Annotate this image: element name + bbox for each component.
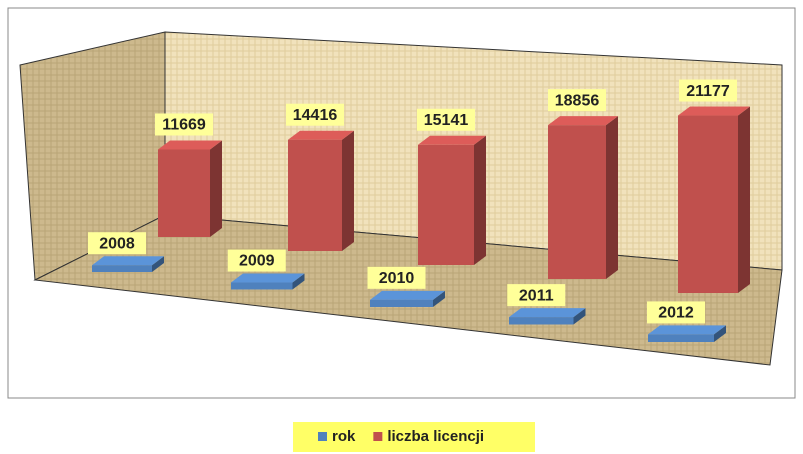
data-label-box	[507, 284, 566, 307]
data-label: 2010	[379, 270, 415, 287]
data-label-box	[286, 103, 344, 126]
bar-side	[606, 116, 618, 279]
data-label-box	[88, 232, 146, 255]
bar	[678, 115, 738, 293]
data-label-box	[367, 266, 426, 289]
bar-side	[573, 308, 586, 325]
legend: rok liczba licencji	[318, 428, 484, 445]
bar	[548, 125, 606, 279]
bar	[509, 317, 574, 325]
bar	[418, 144, 474, 265]
data-label: 11669	[162, 117, 206, 134]
data-label-box	[417, 108, 475, 131]
data-label: 2009	[239, 253, 275, 270]
bar	[648, 334, 714, 342]
bar-side	[152, 256, 164, 272]
bar-top	[370, 290, 445, 300]
bar-top	[158, 140, 222, 150]
bar-side	[433, 290, 445, 307]
bar-top	[418, 135, 486, 145]
data-label: 18856	[555, 92, 600, 109]
data-label-box	[679, 79, 737, 102]
bar	[288, 139, 342, 251]
data-label: 21177	[686, 83, 730, 100]
data-label-box	[647, 301, 705, 324]
bar-top	[548, 116, 618, 126]
data-label-box	[548, 89, 606, 112]
bar-top	[648, 325, 726, 335]
bar-side	[738, 106, 750, 293]
data-label-box	[227, 249, 286, 272]
bar-side	[714, 325, 726, 342]
legend-swatch	[318, 432, 327, 441]
data-label: 2011	[519, 287, 554, 304]
legend-label: liczba licencji	[387, 428, 484, 445]
data-label: 2008	[99, 235, 135, 252]
bar-side	[292, 273, 305, 290]
bar-top	[288, 130, 354, 140]
bar	[92, 265, 152, 272]
bar-side	[474, 135, 486, 265]
bars: 11669 14416 15141 18856 21177 2008 2009 2010 201…	[88, 79, 750, 342]
bar-top	[231, 273, 305, 283]
legend-box	[293, 422, 535, 452]
bar-top	[509, 308, 586, 318]
bar	[370, 299, 433, 307]
legend-label: rok	[332, 428, 356, 445]
bar-top	[92, 256, 164, 266]
bar-side	[210, 140, 222, 237]
data-label: 15141	[424, 112, 469, 129]
bar-top	[678, 106, 750, 116]
data-label: 2012	[658, 305, 694, 322]
bar	[158, 149, 210, 237]
data-label-box	[155, 113, 213, 136]
data-label: 14416	[293, 107, 338, 124]
legend-swatch	[373, 432, 383, 441]
bar	[231, 282, 293, 290]
bar-side	[342, 130, 354, 251]
